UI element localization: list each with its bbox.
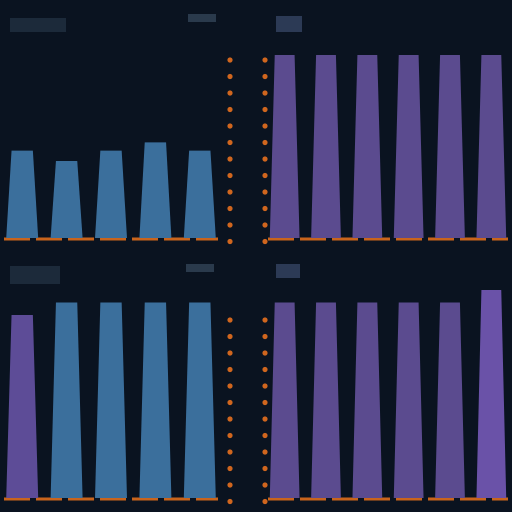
decor-dot [227, 383, 233, 389]
decor-dot [262, 498, 268, 505]
decor-dot [262, 57, 268, 63]
bar [6, 150, 39, 238]
decor-dot [262, 465, 268, 472]
bar [183, 150, 216, 238]
bar [6, 314, 39, 498]
decor-dot [227, 205, 233, 212]
decor-dot [227, 189, 233, 195]
decor-dot [262, 416, 268, 422]
decor-dot [262, 317, 268, 323]
decor-dot [227, 449, 233, 455]
decor-dot [227, 90, 233, 96]
decor-dot [262, 238, 268, 245]
decor-dot [227, 333, 233, 340]
panel-header [276, 16, 302, 32]
decor-dot [262, 73, 268, 80]
panel-header [186, 264, 214, 272]
decor-dot [262, 123, 268, 129]
bar [393, 302, 424, 498]
decor-dot [227, 498, 233, 505]
decor-dot [227, 123, 233, 129]
bar [476, 54, 507, 239]
decor-dot [227, 238, 233, 245]
decor-dot [262, 432, 268, 439]
decor-dot [262, 222, 268, 228]
bar [269, 54, 300, 239]
bar [50, 161, 83, 238]
bar [139, 302, 172, 498]
decor-dot [227, 317, 233, 323]
bar [95, 302, 127, 498]
decor-dot [262, 189, 268, 195]
bar [311, 302, 341, 498]
panel-header [10, 266, 60, 284]
decor-dot [262, 205, 268, 212]
decor-dot [262, 449, 268, 455]
decor-dot [227, 399, 233, 406]
decor-dot [227, 465, 233, 472]
bar [352, 302, 383, 498]
decor-dot [262, 333, 268, 340]
bar [352, 54, 383, 239]
decor-dot [227, 106, 233, 113]
decor-dot [227, 366, 233, 373]
bar [435, 302, 465, 498]
decor-dot [262, 482, 268, 488]
decor-dot [262, 106, 268, 113]
decor-dot [227, 139, 233, 146]
decor-dot [262, 350, 268, 356]
bar [95, 150, 127, 238]
decor-dot [262, 139, 268, 146]
decor-dot [227, 57, 233, 63]
bar [139, 142, 172, 238]
bar [183, 302, 216, 498]
panel-header [276, 264, 300, 278]
decor-dot [227, 432, 233, 439]
decor-dot [262, 172, 268, 179]
decor-dot [262, 156, 268, 162]
decor-dot [227, 73, 233, 80]
decor-dot [262, 90, 268, 96]
bar [435, 54, 465, 239]
panel-header [10, 18, 66, 32]
bar [50, 302, 83, 498]
panel-header [188, 14, 216, 22]
bar [269, 302, 300, 498]
decor-dot [262, 366, 268, 373]
decor-dot [227, 416, 233, 422]
decor-dot [227, 156, 233, 162]
decor-dot [227, 172, 233, 179]
decor-dot [262, 399, 268, 406]
bar [476, 290, 507, 498]
decor-dot [227, 222, 233, 228]
decor-dot [227, 482, 233, 488]
bar [311, 54, 341, 239]
decor-dot [262, 383, 268, 389]
decor-dot [227, 350, 233, 356]
bar [393, 54, 424, 239]
